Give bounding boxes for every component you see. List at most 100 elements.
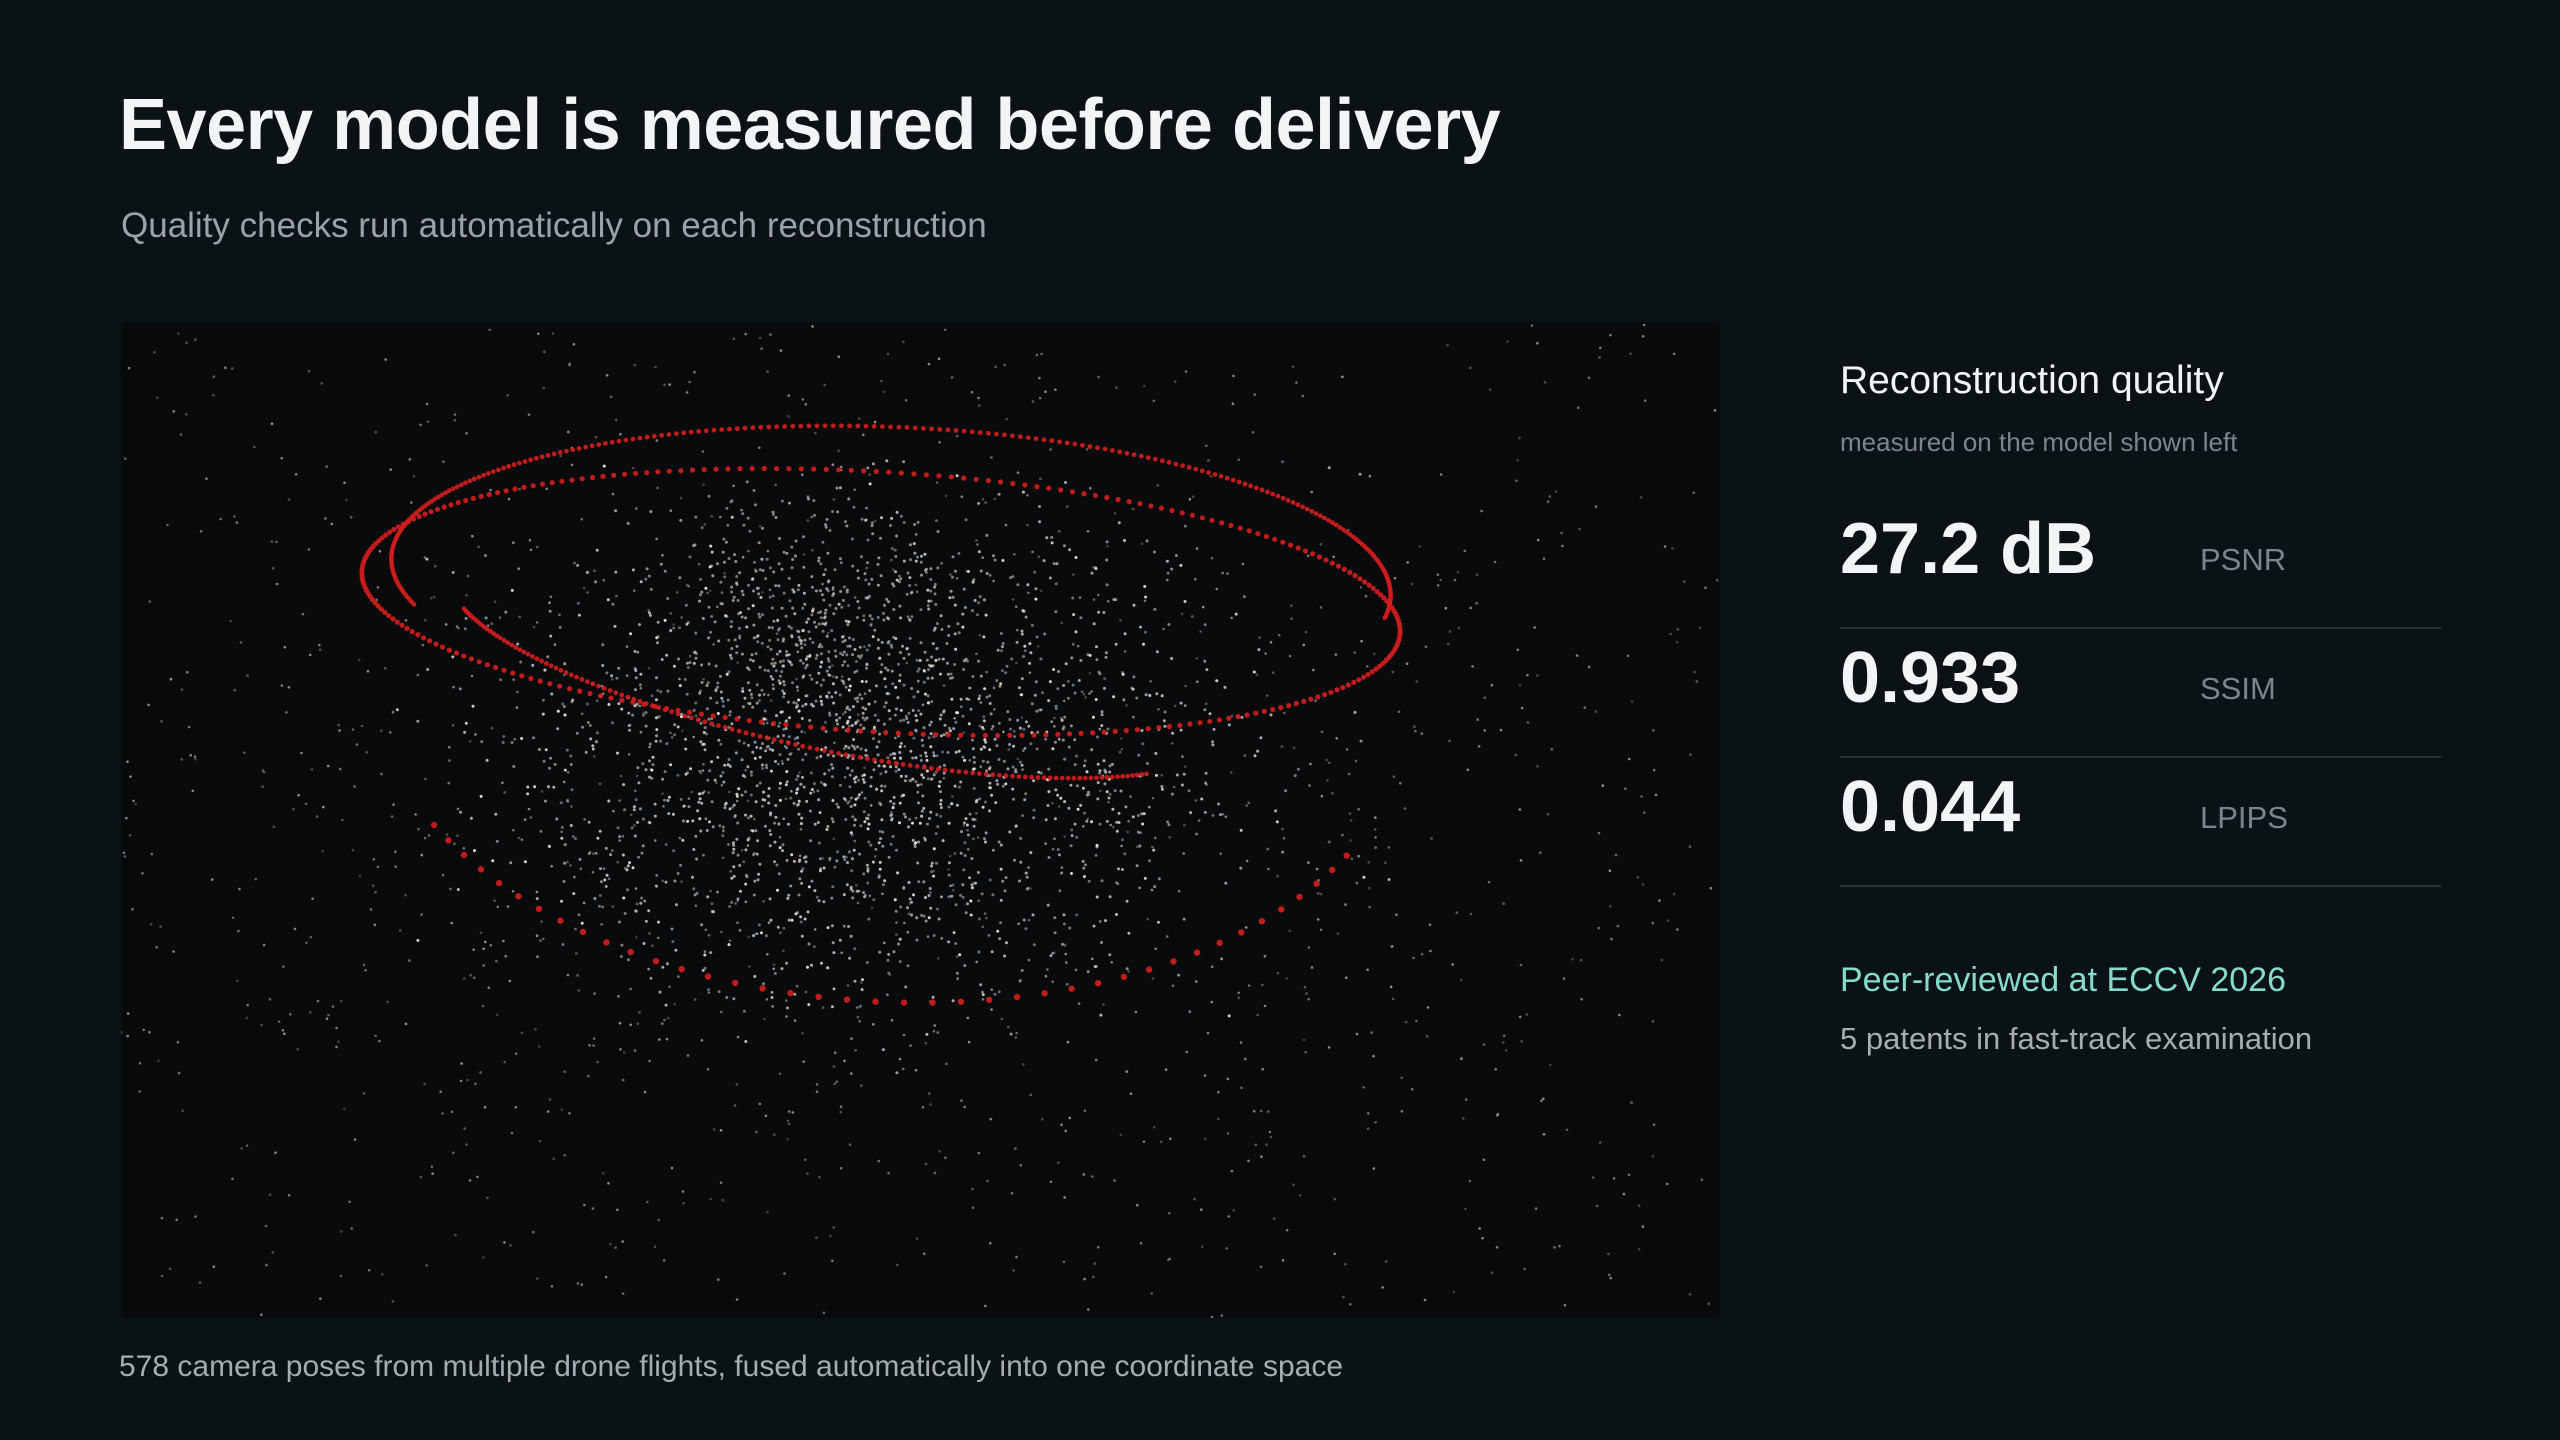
- point: [673, 1002, 676, 1006]
- point: [822, 423, 828, 429]
- point: [719, 742, 723, 746]
- point: [674, 948, 678, 952]
- point: [842, 682, 846, 686]
- point: [706, 778, 710, 782]
- point: [1057, 1161, 1060, 1164]
- point: [1353, 710, 1357, 714]
- point: [862, 780, 866, 784]
- point: [598, 829, 602, 833]
- point: [813, 889, 817, 893]
- point: [1095, 845, 1099, 849]
- point: [785, 858, 789, 862]
- point: [1019, 836, 1023, 840]
- point: [708, 769, 712, 773]
- point: [816, 611, 820, 615]
- point: [1072, 441, 1078, 447]
- point: [1456, 570, 1460, 574]
- point: [577, 613, 581, 617]
- point: [803, 643, 807, 647]
- point: [1104, 919, 1107, 923]
- point: [850, 724, 854, 727]
- point: [758, 446, 761, 449]
- point: [752, 636, 756, 640]
- point: [441, 504, 447, 510]
- point: [587, 690, 593, 697]
- point: [452, 685, 455, 689]
- point: [837, 449, 840, 452]
- point: [1312, 668, 1315, 672]
- point: [929, 906, 933, 910]
- point: [976, 871, 980, 874]
- point: [920, 913, 924, 917]
- point: [790, 545, 794, 549]
- point: [576, 563, 580, 567]
- point: [684, 737, 687, 741]
- point: [459, 1079, 463, 1083]
- point: [1313, 511, 1319, 516]
- point: [955, 434, 959, 438]
- point: [577, 989, 581, 992]
- point: [1548, 1063, 1552, 1067]
- point: [246, 1003, 249, 1007]
- point: [1599, 346, 1602, 350]
- point: [843, 996, 851, 1003]
- point: [874, 847, 878, 851]
- point: [546, 655, 550, 659]
- point: [819, 699, 823, 703]
- point: [556, 709, 560, 713]
- point: [1612, 1177, 1616, 1180]
- point: [835, 802, 839, 806]
- point: [1106, 727, 1110, 731]
- point: [929, 745, 933, 749]
- point: [1060, 718, 1064, 722]
- point: [850, 537, 854, 541]
- point: [1334, 653, 1338, 656]
- point: [1162, 627, 1165, 631]
- point: [949, 589, 953, 593]
- point: [1137, 753, 1141, 757]
- point: [777, 822, 781, 826]
- point: [1045, 536, 1049, 540]
- point: [831, 510, 835, 513]
- point: [830, 423, 836, 429]
- point: [790, 853, 794, 857]
- point: [561, 702, 565, 706]
- point: [1153, 885, 1157, 889]
- point: [1026, 583, 1030, 587]
- point: [865, 716, 869, 720]
- point: [906, 646, 909, 650]
- point: [788, 752, 792, 756]
- point: [1326, 779, 1329, 782]
- point: [1258, 636, 1261, 639]
- point: [871, 424, 877, 429]
- point: [710, 910, 714, 913]
- point: [1001, 642, 1005, 645]
- point: [981, 726, 985, 729]
- point: [911, 838, 915, 842]
- point: [1353, 651, 1357, 654]
- point: [1601, 784, 1605, 787]
- point: [603, 441, 608, 446]
- point: [603, 939, 610, 946]
- point: [947, 633, 951, 637]
- point: [439, 1090, 443, 1093]
- point: [1365, 671, 1371, 678]
- point: [1110, 774, 1115, 780]
- point: [1008, 743, 1012, 746]
- point: [851, 653, 855, 657]
- point: [777, 584, 781, 588]
- point: [1018, 726, 1022, 730]
- point: [607, 799, 611, 803]
- point: [773, 860, 776, 864]
- point: [728, 905, 732, 908]
- point: [763, 1017, 766, 1021]
- point: [572, 342, 576, 346]
- point: [847, 724, 851, 728]
- point: [876, 583, 880, 587]
- point: [1121, 671, 1124, 675]
- point: [792, 701, 796, 704]
- point: [924, 919, 928, 923]
- point: [629, 632, 633, 636]
- point: [736, 728, 742, 734]
- point: [958, 732, 964, 738]
